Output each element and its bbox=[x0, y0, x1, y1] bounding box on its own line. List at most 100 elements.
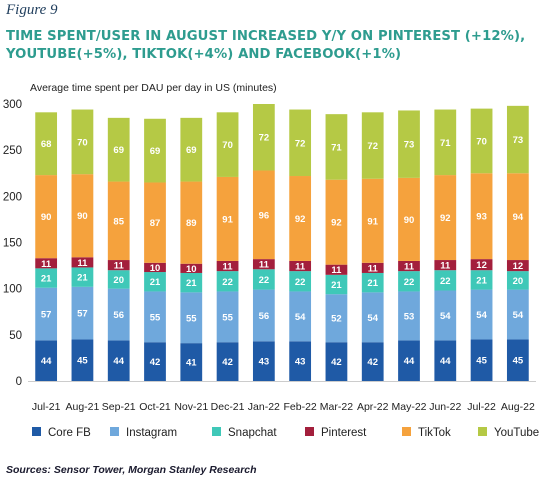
data-label: 54 bbox=[476, 310, 487, 321]
bar-segment-tiktok bbox=[71, 174, 94, 258]
y-axis-unit-label: Average time spent per DAU per day in US… bbox=[30, 82, 277, 94]
x-tick-label: Jun-22 bbox=[429, 401, 461, 413]
bar-segment-instagram bbox=[289, 291, 312, 342]
data-label: 90 bbox=[77, 211, 88, 222]
bar-segment-youtube bbox=[216, 112, 239, 177]
data-label: 42 bbox=[367, 357, 378, 368]
data-label: 44 bbox=[404, 356, 415, 367]
bar-segment-snapchat bbox=[216, 271, 239, 292]
data-label: 92 bbox=[295, 214, 306, 225]
bar-segment-pinterest bbox=[506, 260, 529, 272]
data-label: 43 bbox=[295, 357, 306, 368]
bar-segment-pinterest bbox=[216, 260, 239, 272]
bar-segment-snapchat bbox=[289, 271, 312, 292]
legend-swatch-tiktok bbox=[402, 427, 411, 436]
legend-label: Core FB bbox=[48, 427, 91, 439]
x-tick-label: Aug-22 bbox=[501, 401, 535, 413]
bar-segment-instagram bbox=[470, 289, 493, 340]
source-note: Sources: Sensor Tower, Morgan Stanley Re… bbox=[6, 464, 257, 476]
bar-segment-pinterest bbox=[398, 260, 420, 272]
legend-swatch-youtube bbox=[478, 427, 487, 436]
data-label: 22 bbox=[222, 277, 233, 288]
data-label: 11 bbox=[440, 261, 451, 272]
bar-segment-youtube bbox=[35, 112, 58, 176]
data-label: 44 bbox=[113, 356, 124, 367]
bar-segment-youtube bbox=[252, 104, 275, 171]
bar-segment-instagram bbox=[216, 291, 239, 343]
y-tick-label: 150 bbox=[3, 238, 22, 250]
bar-segment-snapchat bbox=[252, 269, 275, 290]
data-label: 11 bbox=[77, 258, 88, 269]
data-label: 72 bbox=[259, 133, 270, 144]
y-tick-label: 250 bbox=[3, 145, 22, 157]
data-label: 54 bbox=[367, 313, 378, 324]
legend-label: Instagram bbox=[126, 427, 177, 439]
bar-segment-instagram bbox=[144, 291, 166, 343]
data-label: 21 bbox=[77, 273, 88, 284]
x-tick-label: Apr-22 bbox=[357, 401, 389, 413]
data-label: 11 bbox=[295, 262, 306, 273]
legend-swatch-core-fb bbox=[32, 427, 41, 436]
data-label: 22 bbox=[295, 277, 306, 288]
bar-segment-youtube bbox=[144, 118, 166, 183]
x-tick-label: Nov-21 bbox=[174, 401, 208, 413]
data-label: 55 bbox=[150, 312, 161, 323]
bar-segment-instagram bbox=[107, 288, 130, 341]
bar-segment-core-fb bbox=[434, 340, 457, 381]
data-label: 11 bbox=[331, 265, 342, 276]
x-tick-label: Oct-21 bbox=[139, 401, 171, 413]
data-label: 21 bbox=[150, 277, 161, 288]
data-label: 22 bbox=[440, 276, 451, 287]
bar-segment-snapchat bbox=[144, 272, 166, 292]
chart-title: TIME SPENT/USER IN AUGUST INCREASED Y/Y … bbox=[6, 28, 536, 64]
bar-segment-pinterest bbox=[289, 260, 312, 272]
x-tick-label: Mar-22 bbox=[320, 401, 353, 413]
data-label: 54 bbox=[440, 311, 451, 322]
data-label: 12 bbox=[476, 260, 487, 271]
bar-segment-snapchat bbox=[398, 271, 420, 292]
bar-segment-pinterest bbox=[180, 263, 203, 273]
bar-segment-tiktok bbox=[434, 175, 457, 261]
bar-segment-youtube bbox=[71, 109, 94, 175]
bar-segment-instagram bbox=[325, 294, 348, 343]
bar-segment-pinterest bbox=[361, 262, 384, 273]
bar-segment-core-fb bbox=[289, 341, 312, 381]
data-label: 21 bbox=[41, 274, 52, 285]
bar-segment-tiktok bbox=[216, 176, 239, 261]
data-label: 94 bbox=[513, 212, 524, 223]
data-label: 10 bbox=[186, 264, 197, 275]
bar-segment-snapchat bbox=[434, 270, 457, 291]
bar-segment-snapchat bbox=[107, 270, 130, 289]
data-label: 69 bbox=[150, 146, 161, 157]
data-label: 57 bbox=[41, 310, 52, 321]
bar-segment-instagram bbox=[361, 292, 384, 343]
bar-segment-pinterest bbox=[71, 257, 94, 268]
bar-segment-snapchat bbox=[35, 268, 58, 288]
bar-segment-tiktok bbox=[470, 173, 493, 260]
data-label: 45 bbox=[77, 356, 88, 367]
bar-segment-pinterest bbox=[35, 258, 58, 269]
data-label: 71 bbox=[440, 138, 451, 149]
bar-segment-tiktok bbox=[506, 173, 529, 261]
data-label: 54 bbox=[513, 310, 524, 321]
data-label: 44 bbox=[440, 356, 451, 367]
x-tick-label: Feb-22 bbox=[284, 401, 317, 413]
data-label: 20 bbox=[513, 276, 524, 287]
bar-segment-youtube bbox=[434, 109, 457, 176]
data-label: 10 bbox=[150, 263, 161, 274]
data-label: 89 bbox=[186, 218, 197, 229]
bar-segment-instagram bbox=[35, 287, 58, 341]
data-label: 91 bbox=[222, 214, 233, 225]
bar-segment-youtube bbox=[180, 117, 203, 182]
bar-segment-pinterest bbox=[434, 260, 457, 271]
data-label: 69 bbox=[113, 145, 124, 156]
bar-segment-core-fb bbox=[216, 342, 239, 381]
x-tick-label: Aug-21 bbox=[65, 401, 99, 413]
bar-segment-snapchat bbox=[325, 274, 348, 295]
x-tick-label: Jan-22 bbox=[248, 401, 280, 413]
bar-segment-core-fb bbox=[107, 340, 130, 381]
data-label: 56 bbox=[113, 310, 124, 321]
legend-label: Pinterest bbox=[321, 427, 367, 439]
bar-segment-youtube bbox=[289, 109, 312, 177]
legend-label: YouTube bbox=[494, 427, 539, 439]
